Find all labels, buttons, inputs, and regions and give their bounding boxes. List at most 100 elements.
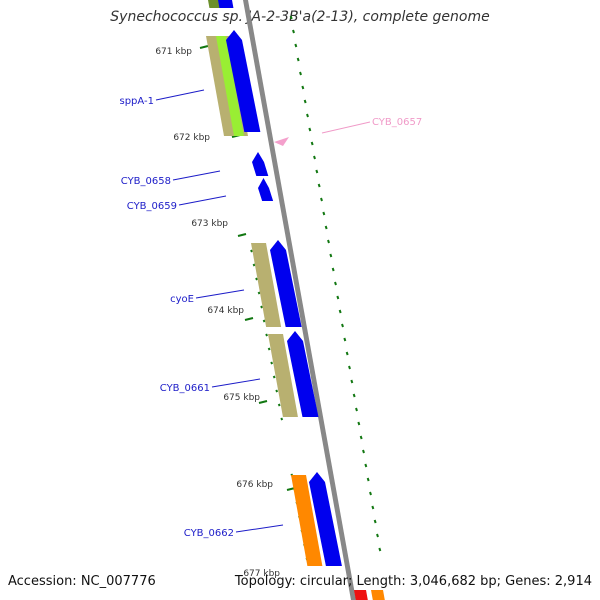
tick-label-671-kbp: 671 kbp <box>155 47 192 57</box>
gc-dash <box>336 295 340 300</box>
gc-dash-inner <box>280 417 284 421</box>
gc-dash <box>343 337 347 342</box>
cds-CYB_0658 <box>252 152 269 176</box>
leader-CYB_0659 <box>178 195 227 206</box>
gc-dash <box>345 351 349 356</box>
gc-dash <box>366 477 370 482</box>
gene-labels: sppA-1 CYB_0657 CYB_0658 CYB_0659 cyoE CYB_06… <box>120 89 422 539</box>
genome-summary-text: Topology: circular; Length: 3,046,682 bp… <box>234 574 592 589</box>
gc-dash <box>322 211 326 216</box>
gc-dash <box>334 281 337 286</box>
gc-dash <box>369 491 372 496</box>
gc-dash <box>294 43 298 48</box>
gc-dash <box>357 421 361 426</box>
gc-dash-inner <box>272 375 276 379</box>
cds-CYB_0661 <box>287 331 319 417</box>
backbone-line <box>243 0 356 600</box>
gc-dash <box>352 393 356 398</box>
feature-orange-bottom <box>371 590 385 600</box>
gc-dash <box>292 29 295 34</box>
map-title: Synechococcus sp. JA-2-3B'a(2-13), compl… <box>110 9 490 25</box>
gc-dash-inner <box>260 305 263 309</box>
tick-label-674-kbp: 674 kbp <box>207 306 244 316</box>
gc-dash <box>310 141 314 146</box>
gc-dash-inner <box>275 389 279 393</box>
gc-dash <box>327 239 330 244</box>
gc-dash <box>299 71 302 76</box>
accession-text: Accession: NC_007776 <box>8 574 156 589</box>
tick-label-673-kbp: 673 kbp <box>191 219 228 229</box>
position-ticks: 671 kbp 672 kbp 673 kbp 674 kbp 675 kbp 676 k… <box>155 47 280 579</box>
gc-dash <box>301 85 305 90</box>
gene-label-CYB_0662: CYB_0662 <box>184 528 234 539</box>
gc-dash <box>359 435 363 440</box>
gc-dash <box>313 155 316 160</box>
gc-dash <box>317 183 321 188</box>
cds-cyoE <box>270 240 302 327</box>
gene-label-CYB_0658: CYB_0658 <box>121 176 171 187</box>
gene-block-sppA-1-outer <box>206 36 234 136</box>
gc-dash <box>378 547 382 552</box>
cds-top <box>218 0 234 8</box>
gc-dash <box>338 309 342 314</box>
gene-label-cyoE: cyoE <box>170 294 194 305</box>
tick-label-676-kbp: 676 kbp <box>236 480 273 490</box>
leader-sppA-1 <box>155 89 205 101</box>
gc-dash <box>362 449 365 454</box>
leader-CYB_0662 <box>235 524 284 533</box>
gc-dash-inner <box>270 361 274 365</box>
gc-dash-inner <box>250 249 253 253</box>
gc-dash <box>308 127 312 132</box>
gc-dash-inner <box>265 333 269 337</box>
gc-dash <box>329 253 333 258</box>
gene-label-sppA-1: sppA-1 <box>120 96 155 107</box>
leader-CYB_0657 <box>321 121 371 134</box>
cds-CYB_0662 <box>309 472 342 566</box>
tick-dash <box>258 400 268 404</box>
gc-dash <box>315 169 319 174</box>
gene-label-CYB_0661: CYB_0661 <box>160 383 210 394</box>
tick-dash <box>244 317 254 321</box>
gc-dash-inner <box>252 263 256 267</box>
feature-track <box>206 0 385 600</box>
gc-dash-inner <box>255 277 258 281</box>
gc-skew-track <box>199 15 382 561</box>
leader-cyoE <box>195 289 245 299</box>
gc-dash <box>296 57 300 62</box>
gc-dash <box>364 463 368 468</box>
gc-dash-inner <box>257 291 261 295</box>
tick-label-672-kbp: 672 kbp <box>173 133 210 143</box>
cds-sppA-1 <box>226 30 261 132</box>
gc-dash <box>331 267 335 272</box>
cds-CYB_0657 <box>274 137 289 146</box>
tick-dash <box>237 233 247 237</box>
feature-orange <box>291 475 323 566</box>
gc-dash-inner <box>262 319 266 323</box>
gene-label-CYB_0657: CYB_0657 <box>372 117 422 128</box>
gc-dash <box>320 197 323 202</box>
gc-dash <box>350 379 354 384</box>
gc-dash <box>371 505 375 510</box>
feature-red-bottom <box>354 590 368 600</box>
tick-label-677-kbp: 677 kbp <box>243 569 280 579</box>
gc-dash <box>373 519 377 524</box>
genome-backbone <box>243 0 356 600</box>
gc-dash <box>289 15 293 20</box>
gene-block-cyoE <box>251 243 282 327</box>
tick-dash <box>199 45 209 49</box>
gc-dash-inner <box>267 347 271 351</box>
gc-dash <box>348 365 351 370</box>
gene-block-CYB_0661 <box>268 334 298 417</box>
gc-dash-inner <box>277 403 281 407</box>
cds-CYB_0659 <box>258 178 274 201</box>
feature-green <box>214 36 244 136</box>
tick-label-675-kbp: 675 kbp <box>223 393 260 403</box>
gc-dash <box>303 99 307 104</box>
leader-CYB_0661 <box>211 378 261 388</box>
gc-dash <box>376 533 379 538</box>
leader-CYB_0658 <box>172 170 221 181</box>
gc-dash <box>324 225 328 230</box>
gc-dash <box>341 323 344 328</box>
gene-label-CYB_0659: CYB_0659 <box>127 201 177 212</box>
gc-dash <box>306 113 309 118</box>
